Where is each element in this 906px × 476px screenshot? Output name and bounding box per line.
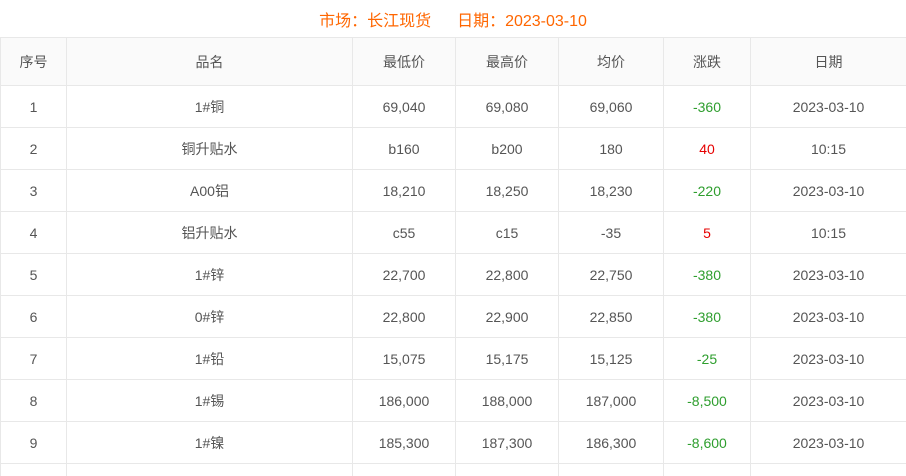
cell-name: 铜升贴水 [66, 127, 353, 170]
table-row: 2 铜升贴水 b160 b200 180 40 10:15 [0, 127, 906, 170]
cell-avg: 15,125 [558, 337, 664, 380]
cell-date: 2023-03-10 [750, 379, 906, 422]
table-row: 4 铝升贴水 c55 c15 -35 5 10:15 [0, 211, 906, 254]
col-header-change: 涨跌 [663, 37, 751, 86]
cell-low: 69,040 [352, 85, 456, 128]
cell-low: b160 [352, 127, 456, 170]
cell-index: 2 [0, 127, 67, 170]
table-row: 5 1#锌 22,700 22,800 22,750 -380 2023-03-… [0, 253, 906, 296]
cell-name: 铝升贴水 [66, 211, 353, 254]
col-header-date: 日期 [750, 37, 906, 86]
cell-change: -220 [663, 169, 751, 212]
cell-date [750, 463, 906, 476]
cell-low: 22,700 [352, 253, 456, 296]
cell-change: 40 [663, 127, 751, 170]
cell-low: 186,000 [352, 379, 456, 422]
cell-high [455, 463, 559, 476]
table-row: 3 A00铝 18,210 18,250 18,230 -220 2023-03… [0, 169, 906, 212]
date-label: 日期：2023-03-10 [457, 12, 587, 30]
cell-avg: 186,300 [558, 421, 664, 464]
cell-high: 18,250 [455, 169, 559, 212]
cell-name: 1#铅 [66, 337, 353, 380]
cell-name [66, 463, 353, 476]
cell-index: 4 [0, 211, 67, 254]
cell-low: 18,210 [352, 169, 456, 212]
cell-high: 69,080 [455, 85, 559, 128]
cell-date: 10:15 [750, 211, 906, 254]
cell-low: 22,800 [352, 295, 456, 338]
cell-avg: 69,060 [558, 85, 664, 128]
table-row: 7 1#铅 15,075 15,175 15,125 -25 2023-03-1… [0, 337, 906, 380]
table-row: 9 1#镍 185,300 187,300 186,300 -8,600 202… [0, 421, 906, 464]
cell-date: 2023-03-10 [750, 169, 906, 212]
table-row: 1 1#铜 69,040 69,080 69,060 -360 2023-03-… [0, 85, 906, 128]
cell-index: 3 [0, 169, 67, 212]
cell-change: -8,600 [663, 421, 751, 464]
price-table: 序号 品名 最低价 最高价 均价 涨跌 日期 1 1#铜 69,040 69,0… [0, 37, 906, 476]
cell-low: 15,075 [352, 337, 456, 380]
cell-high: 187,300 [455, 421, 559, 464]
cell-avg: 18,230 [558, 169, 664, 212]
table-header-row: 序号 品名 最低价 最高价 均价 涨跌 日期 [0, 37, 906, 86]
cell-low: c55 [352, 211, 456, 254]
cell-date: 2023-03-10 [750, 295, 906, 338]
table-row: 8 1#锡 186,000 188,000 187,000 -8,500 202… [0, 379, 906, 422]
cell-date: 2023-03-10 [750, 85, 906, 128]
cell-index: 5 [0, 253, 67, 296]
cell-index: 8 [0, 379, 67, 422]
cell-low [352, 463, 456, 476]
cell-change: -380 [663, 295, 751, 338]
cell-high: 188,000 [455, 379, 559, 422]
cell-date: 2023-03-10 [750, 253, 906, 296]
cell-change: 5 [663, 211, 751, 254]
cell-high: b200 [455, 127, 559, 170]
table-row: 6 0#锌 22,800 22,900 22,850 -380 2023-03-… [0, 295, 906, 338]
cell-date: 2023-03-10 [750, 421, 906, 464]
col-header-name: 品名 [66, 37, 353, 86]
cell-avg [558, 463, 664, 476]
cell-high: 15,175 [455, 337, 559, 380]
table-row-partial [0, 463, 906, 476]
cell-index: 1 [0, 85, 67, 128]
cell-name: A00铝 [66, 169, 353, 212]
market-label: 市场：长江现货 [319, 12, 432, 30]
cell-name: 1#铜 [66, 85, 353, 128]
col-header-avg: 均价 [558, 37, 664, 86]
cell-change: -380 [663, 253, 751, 296]
cell-index: 7 [0, 337, 67, 380]
cell-change: -25 [663, 337, 751, 380]
col-header-low: 最低价 [352, 37, 456, 86]
col-header-index: 序号 [0, 37, 67, 86]
cell-date: 2023-03-10 [750, 337, 906, 380]
cell-index [0, 463, 67, 476]
cell-avg: 180 [558, 127, 664, 170]
cell-change: -8,500 [663, 379, 751, 422]
cell-change: -360 [663, 85, 751, 128]
cell-name: 1#镍 [66, 421, 353, 464]
cell-date: 10:15 [750, 127, 906, 170]
cell-avg: 22,850 [558, 295, 664, 338]
cell-index: 9 [0, 421, 67, 464]
cell-high: c15 [455, 211, 559, 254]
cell-name: 1#锌 [66, 253, 353, 296]
cell-high: 22,800 [455, 253, 559, 296]
cell-index: 6 [0, 295, 67, 338]
cell-avg: 187,000 [558, 379, 664, 422]
cell-name: 0#锌 [66, 295, 353, 338]
page-title: 市场：长江现货 日期：2023-03-10 [0, 0, 906, 37]
cell-low: 185,300 [352, 421, 456, 464]
col-header-high: 最高价 [455, 37, 559, 86]
cell-avg: 22,750 [558, 253, 664, 296]
cell-avg: -35 [558, 211, 664, 254]
cell-name: 1#锡 [66, 379, 353, 422]
cell-high: 22,900 [455, 295, 559, 338]
cell-change [663, 463, 751, 476]
